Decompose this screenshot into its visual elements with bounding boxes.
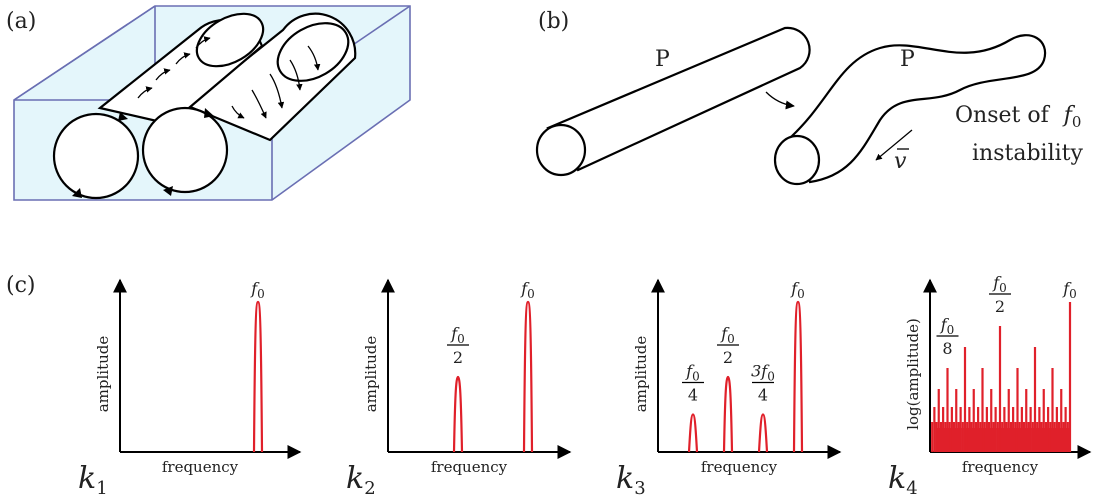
- rotation-arrow: [118, 112, 128, 121]
- roll-end-right: [276, 22, 350, 82]
- y-axis-label: amplitude: [632, 336, 650, 413]
- peak-label-numerator: f0: [790, 279, 805, 301]
- peak-label-numerator: f0: [940, 315, 955, 337]
- panel-c: (c) frequency amplitude k1 f0 frequency ampli…: [6, 273, 1092, 495]
- peak: [792, 300, 804, 453]
- tube-label-left: P: [655, 47, 670, 72]
- tube-end-left: [535, 123, 587, 177]
- onset-text-line2: instability: [972, 141, 1083, 166]
- peak: [687, 413, 699, 453]
- panel-label-k: k2: [346, 461, 376, 495]
- rotation-arrow: [163, 186, 173, 196]
- peak-label-numerator: f0: [720, 324, 735, 346]
- roll-face-right: [141, 106, 229, 194]
- rotation-arrow: [72, 188, 82, 198]
- x-axis-label: frequency: [701, 458, 778, 476]
- peak-label-numerator: f0: [450, 324, 465, 346]
- peak: [452, 375, 464, 453]
- peak: [252, 300, 264, 453]
- transition-arrow: [765, 91, 795, 110]
- peak-label-numerator: 3f0: [751, 362, 775, 384]
- peak-label-numerator: f0: [250, 279, 265, 301]
- rotation-arrow: [204, 108, 214, 118]
- panel-label-k: k4: [888, 461, 918, 495]
- peak-label-denominator: 4: [688, 386, 698, 405]
- panel-label-k: k1: [78, 461, 108, 495]
- x-axis-label: frequency: [962, 458, 1039, 476]
- peak-label-denominator: 4: [758, 386, 768, 405]
- spectrum-1: frequency amplitude k1 f0: [78, 278, 302, 495]
- y-axis-label: amplitude: [362, 336, 380, 413]
- panel-label-a: (a): [6, 9, 36, 34]
- spectra-group: frequency amplitude k1 f0 frequency amplitude…: [78, 273, 1092, 495]
- panel-label-k: k3: [616, 461, 646, 495]
- box-edge: [13, 5, 156, 101]
- x-axis-label: frequency: [162, 458, 239, 476]
- velocity-symbol: v: [894, 149, 907, 174]
- y-axis-label: amplitude: [94, 336, 112, 413]
- tube-end-right: [773, 134, 821, 186]
- panel-label-b: (b): [538, 9, 569, 34]
- peak: [757, 413, 769, 453]
- peak: [722, 375, 734, 453]
- onset-text-line1: Onset of f0: [955, 103, 1081, 131]
- peak-label-denominator: 2: [723, 348, 733, 367]
- roll-end-left: [195, 12, 265, 68]
- peak: [522, 300, 534, 453]
- velocity-arrow: [875, 129, 913, 161]
- peak-label-numerator: f0: [1062, 279, 1077, 301]
- tube-label-right: P: [900, 47, 915, 72]
- flow-arrows: [137, 36, 321, 119]
- y-axis-label: log(amplitude): [904, 318, 922, 430]
- spectrum-2: frequency amplitude k2 f0 2 f0: [346, 278, 572, 495]
- straight-tube: [546, 26, 811, 172]
- panel-b: (b) P P v Onset of f0 instability: [535, 9, 1083, 186]
- peak-label-denominator: 2: [453, 348, 463, 367]
- panel-a: (a): [6, 5, 411, 201]
- peak-label-denominator: 2: [995, 297, 1005, 316]
- spectrum-3: frequency amplitude k3 f0 4 f0 2 3f0 4 f0: [616, 278, 842, 495]
- peak-label-numerator: f0: [685, 362, 700, 384]
- spectrum-4: frequency log(amplitude) k4 f0 8 f0 2 f0: [888, 273, 1092, 495]
- peak-label-denominator: 8: [942, 339, 952, 358]
- x-axis-label: frequency: [431, 458, 508, 476]
- peak-label-numerator: f0: [992, 273, 1007, 295]
- panel-label-c: (c): [6, 273, 36, 298]
- wavy-tube: [790, 34, 1047, 184]
- roll-face-left: [52, 112, 140, 200]
- peak-label-numerator: f0: [520, 279, 535, 301]
